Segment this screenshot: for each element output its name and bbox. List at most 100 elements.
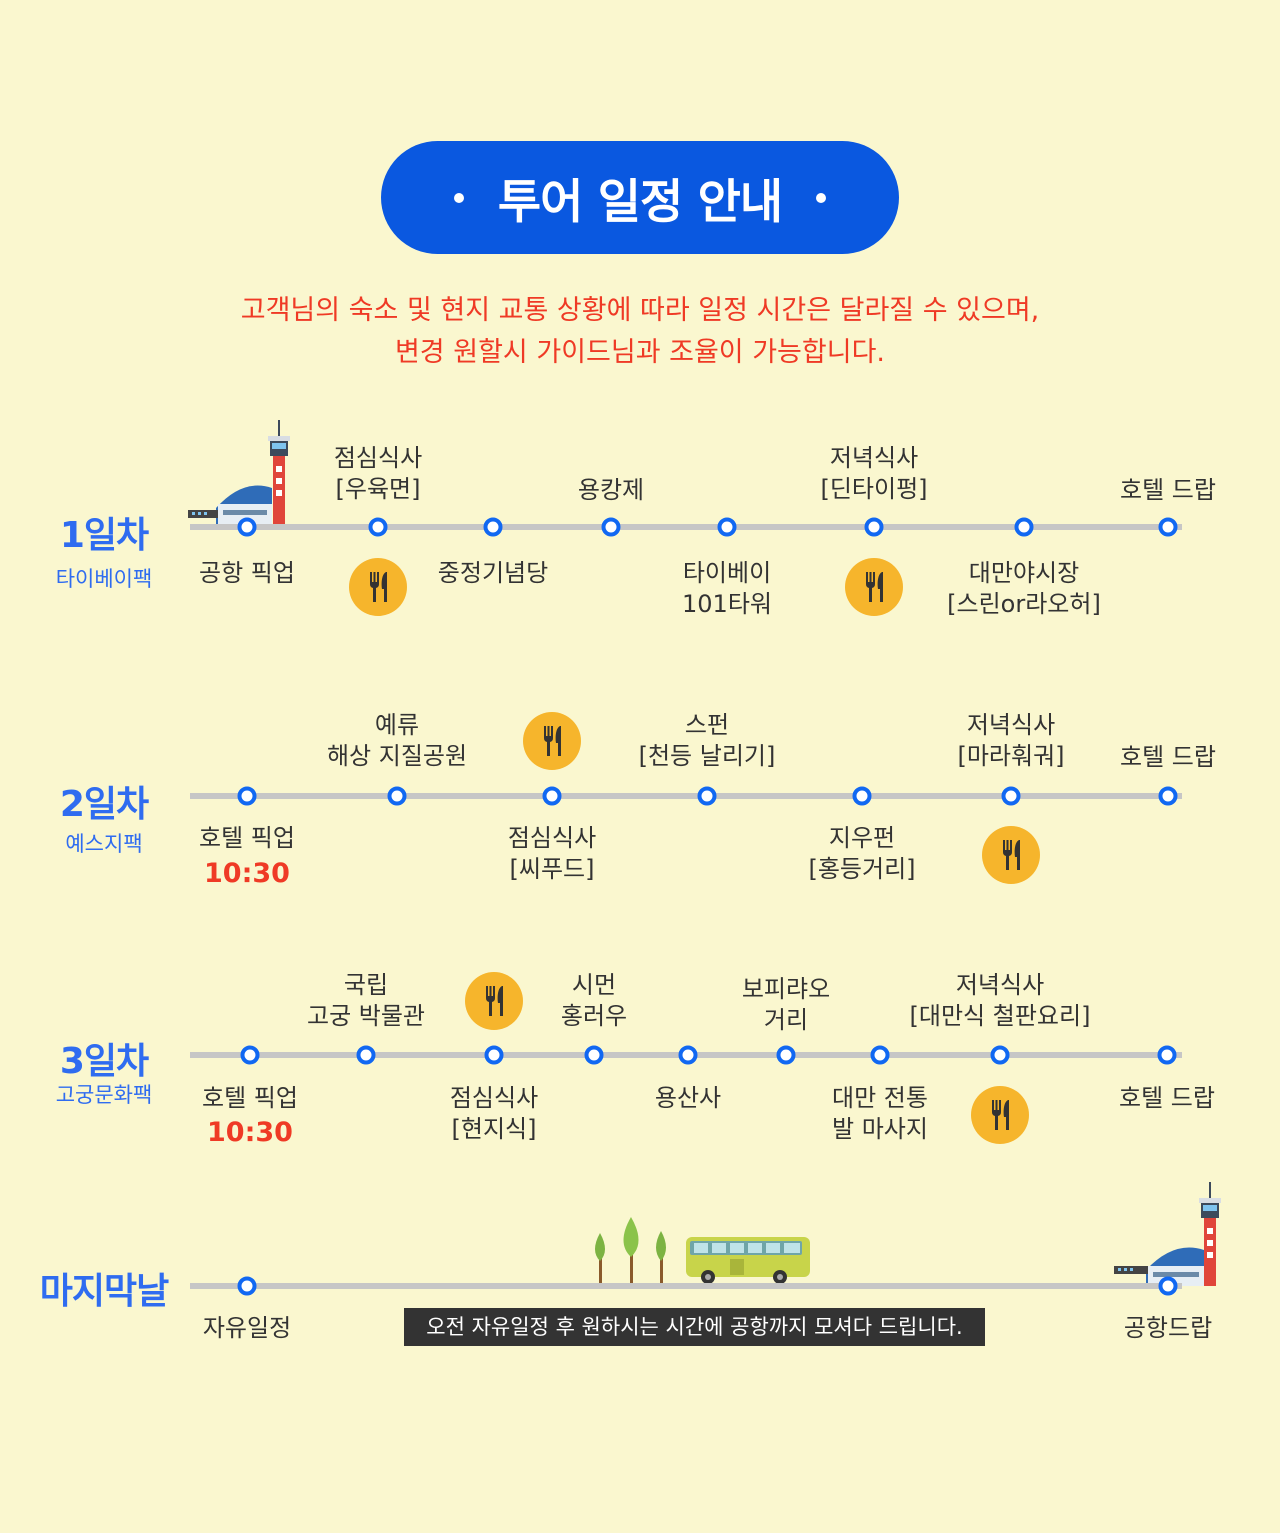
day1-node	[483, 517, 503, 537]
label-line: [스린or라오허]	[947, 590, 1101, 618]
label-line: [천등 날리기]	[638, 742, 776, 770]
day2-node	[387, 786, 407, 806]
day3-node	[356, 1045, 376, 1065]
day3-longshan-label: 용산사	[654, 1084, 722, 1112]
day2-dinner-label: 저녁식사 [마라훠궈]	[957, 710, 1064, 772]
title-pill: 투어 일정 안내	[381, 141, 899, 254]
day1-node	[1014, 517, 1034, 537]
day1-timeline	[190, 524, 1182, 530]
fork-knife-icon	[845, 558, 903, 616]
day1-dinner-label: 저녁식사 [딘타이펑]	[820, 443, 927, 505]
day3-hotel-pickup-label: 호텔 픽업	[202, 1084, 298, 1112]
day2-node	[1158, 786, 1178, 806]
day2-sub: 예스지팩	[65, 832, 143, 856]
label-line: 저녁식사	[966, 711, 1056, 739]
day1-node	[368, 517, 388, 537]
day2-pickup-time: 10:30	[204, 858, 290, 889]
day3-dinner-label: 저녁식사 [대만식 철판요리]	[910, 970, 1091, 1032]
label-line: 대만야시장	[968, 559, 1080, 587]
day2-shifen-label: 스펀 [천등 날리기]	[639, 710, 776, 772]
day2-node	[237, 786, 257, 806]
day2-node	[1001, 786, 1021, 806]
label-line: [딘타이펑]	[820, 475, 928, 503]
day2-lunch-label: 점심식사 [씨푸드]	[508, 823, 596, 885]
day1-node	[864, 517, 884, 537]
label-line: [현지식]	[451, 1115, 537, 1143]
label-line: 점심식사	[449, 1084, 539, 1112]
label-line: 저녁식사	[829, 444, 919, 472]
day2-hotel-pickup-label: 호텔 픽업	[199, 824, 295, 852]
fork-knife-icon	[465, 972, 523, 1030]
label-line: 고궁 박물관	[306, 1002, 426, 1030]
day2-node	[697, 786, 717, 806]
label-line: [마라훠궈]	[957, 742, 1065, 770]
label-line: 대만 전통	[832, 1084, 928, 1112]
day2-yehliu-label: 예류 해상 지질공원	[327, 710, 467, 772]
last-day-node	[237, 1276, 257, 1296]
day1-market-label: 대만야시장 [스린or라오허]	[947, 558, 1101, 620]
day1-sub: 타이베이팩	[55, 567, 153, 591]
label-line: 예류	[374, 711, 420, 739]
label-line: 국립	[343, 971, 389, 999]
day3-lunch-label: 점심식사 [현지식]	[450, 1083, 538, 1145]
day3-bopiliao-label: 보피랴오 거리	[742, 974, 830, 1036]
day1-node	[237, 517, 257, 537]
day2-node	[852, 786, 872, 806]
label-line: 거리	[763, 1006, 809, 1034]
day1-airport-pickup-label: 공항 픽업	[199, 559, 295, 587]
label-line: 홍러우	[560, 1002, 628, 1030]
page-title: 투어 일정 안내	[497, 175, 783, 230]
day3-ximen-label: 시먼 홍러우	[561, 970, 627, 1032]
fork-knife-icon	[349, 558, 407, 616]
label-line: 저녁식사	[955, 971, 1045, 999]
label-line: 시먼	[571, 971, 617, 999]
notice-line-1: 고객님의 숙소 및 현지 교통 상황에 따라 일정 시간은 달라질 수 있으며,	[240, 295, 1040, 326]
day3-node	[870, 1045, 890, 1065]
last-day-node	[1158, 1276, 1178, 1296]
label-line: 보피랴오	[741, 975, 831, 1003]
day2-label: 2일차	[59, 784, 149, 825]
day1-node	[601, 517, 621, 537]
day2-timeline	[190, 793, 1182, 799]
last-day-timeline	[190, 1283, 1182, 1289]
day3-node	[484, 1045, 504, 1065]
day3-node	[240, 1045, 260, 1065]
bullet-dot	[816, 192, 827, 203]
day1-lunch-label: 점심식사 [우육면]	[334, 443, 422, 505]
last-day-airport-drop-label: 공항드랍	[1123, 1314, 1213, 1342]
day3-massage-label: 대만 전통 발 마사지	[832, 1083, 928, 1145]
day1-node	[717, 517, 737, 537]
label-line: 타이베이	[682, 559, 772, 587]
label-line: 발 마사지	[832, 1115, 928, 1143]
airport-icon	[1114, 1182, 1221, 1286]
label-line: [우육면]	[335, 475, 421, 503]
day3-node	[1157, 1045, 1177, 1065]
day1-node	[1158, 517, 1178, 537]
day1-yongkang-label: 용캉제	[577, 476, 645, 504]
label-line: 스펀	[684, 711, 730, 739]
day3-pickup-time: 10:30	[207, 1117, 293, 1148]
day2-node	[542, 786, 562, 806]
day3-node	[776, 1045, 796, 1065]
label-line: 지우펀	[828, 824, 896, 852]
day3-hotel-drop-label: 호텔 드랍	[1119, 1084, 1215, 1112]
label-line: 해상 지질공원	[326, 742, 468, 770]
fork-knife-icon	[971, 1086, 1029, 1144]
day2-jiufen-label: 지우펀 [홍등거리]	[808, 823, 915, 885]
bullet-dot	[453, 192, 464, 203]
fork-knife-icon	[523, 712, 581, 770]
label-line: [홍등거리]	[808, 855, 916, 883]
day3-node	[678, 1045, 698, 1065]
day3-node	[990, 1045, 1010, 1065]
day3-label: 3일차	[59, 1041, 149, 1082]
notice-line-2: 변경 원할시 가이드님과 조율이 가능합니다.	[394, 337, 886, 368]
day2-hotel-drop-label: 호텔 드랍	[1120, 743, 1216, 771]
day1-label: 1일차	[59, 515, 149, 556]
bus-icon	[686, 1237, 810, 1284]
day1-hotel-drop-label: 호텔 드랍	[1120, 476, 1216, 504]
day3-node	[584, 1045, 604, 1065]
last-day-free-label: 자유일정	[202, 1314, 292, 1342]
day1-101-label: 타이베이 101타워	[682, 558, 772, 620]
label-line: [대만식 철판요리]	[909, 1002, 1091, 1030]
day1-memorial-label: 중정기념당	[437, 559, 549, 587]
